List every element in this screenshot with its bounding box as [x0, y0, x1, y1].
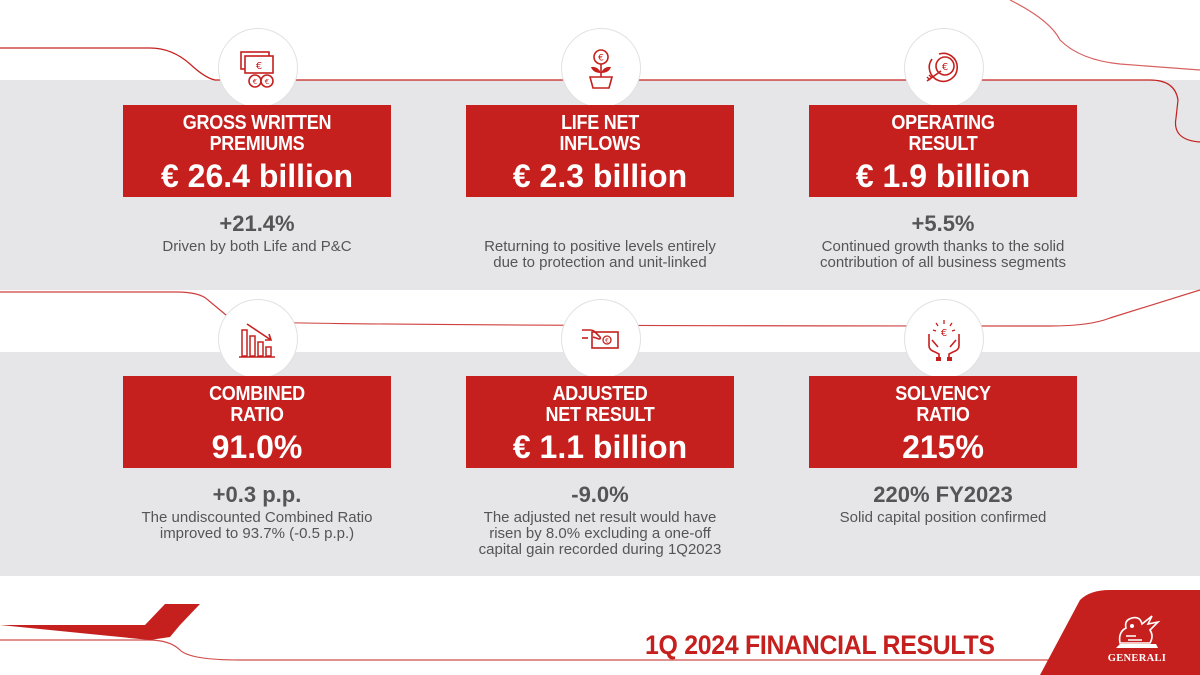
metric-value: € 1.1 billion — [512, 429, 688, 465]
declining-bar-chart-icon — [218, 299, 298, 379]
metric-change: 220% FY2023 — [873, 482, 1013, 507]
svg-text:€: € — [253, 78, 257, 86]
metric-box: GROSS WRITTEN PREMIUMS € 26.4 billion — [123, 105, 391, 197]
brand-logo: GENERALI — [1107, 653, 1167, 664]
euro-plant-pot-icon: € — [561, 28, 641, 108]
metric-box: SOLVENCY RATIO 215% — [809, 376, 1077, 468]
metric-change: +21.4% — [219, 211, 295, 236]
hands-protecting-euro-icon: € — [904, 299, 984, 379]
lion-logo-icon — [1116, 615, 1161, 648]
svg-text:€: € — [605, 338, 609, 345]
metric-box: LIFE NET INFLOWS € 2.3 billion — [466, 105, 734, 197]
metric-box: COMBINED RATIO 91.0% — [123, 376, 391, 468]
metric-title: COMBINED RATIO — [209, 383, 305, 426]
metric-title: GROSS WRITTEN PREMIUMS — [182, 112, 332, 155]
metric-description: The undiscounted Combined Ratio improved… — [141, 509, 373, 542]
metric-description: Returning to positive levels entirely du… — [484, 238, 716, 271]
metric-description: The adjusted net result would have risen… — [478, 509, 722, 558]
hand-euro-bill-icon: € — [561, 299, 641, 379]
metric-title: ADJUSTED NET RESULT — [545, 383, 655, 426]
metric-description: Driven by both Life and P&C — [162, 238, 352, 255]
money-bills-coins-icon: € € € — [218, 28, 298, 108]
svg-text:€: € — [265, 78, 269, 86]
metric-change: +5.5% — [911, 211, 975, 236]
metric-value: 91.0% — [211, 429, 303, 465]
metric-value: € 26.4 billion — [160, 158, 354, 194]
metric-description: Continued growth thanks to the solid con… — [820, 238, 1066, 271]
metric-title: OPERATING RESULT — [891, 112, 995, 155]
metric-description: Solid capital position confirmed — [839, 509, 1047, 526]
metric-change: -9.0% — [571, 482, 629, 507]
metric-title: SOLVENCY RATIO — [895, 383, 991, 426]
metric-value: € 2.3 billion — [512, 158, 688, 194]
metric-box: ADJUSTED NET RESULT € 1.1 billion — [466, 376, 734, 468]
svg-text:€: € — [598, 54, 604, 64]
euro-target-arrow-icon: € — [904, 28, 984, 108]
svg-text:€: € — [941, 328, 947, 339]
svg-text:€: € — [942, 62, 948, 73]
metric-title: LIFE NET INFLOWS — [559, 112, 641, 155]
svg-text:€: € — [256, 61, 262, 72]
metric-box: OPERATING RESULT € 1.9 billion — [809, 105, 1077, 197]
metric-value: 215% — [902, 429, 984, 465]
page-title: 1Q 2024 FINANCIAL RESULTS — [645, 630, 995, 660]
metric-value: € 1.9 billion — [855, 158, 1031, 194]
metric-change: +0.3 p.p. — [212, 482, 302, 507]
